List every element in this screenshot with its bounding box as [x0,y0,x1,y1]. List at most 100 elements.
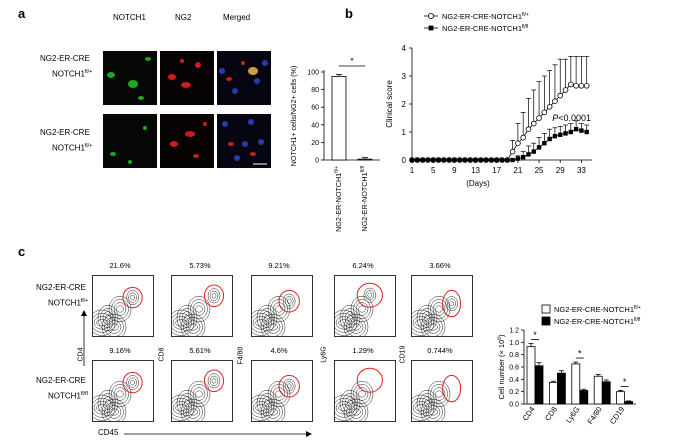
contour [346,317,366,336]
b-ytick-label: 2 [402,100,407,109]
b-legend-label-2: NG2-ER-CRE-NOTCH1fl/fl [442,24,528,33]
contour [412,401,430,415]
gate-circle [356,282,383,308]
flow-plot-cd8-row2 [171,360,233,422]
contour [412,316,430,330]
contour [427,295,451,323]
b-point-s2 [568,129,574,135]
contour [425,405,441,419]
contour-gated [130,379,135,386]
c-bar-cd19-s1 [616,391,625,405]
marker-arrow [81,310,87,366]
a-ytick-label: 60 [311,105,319,112]
c-legend-label-1: NG2-ER-CRE-NOTCH1fl/+ [554,305,641,314]
contour [423,317,443,336]
contour [260,398,286,421]
b-point-s2 [441,157,446,163]
contour [348,320,364,334]
b-point-s1 [509,148,516,155]
contour [172,309,195,336]
contour-gated [282,293,296,309]
pct-cd19-row2: 0.744% [427,346,453,355]
contour [172,401,190,415]
b-point-s2 [425,157,431,163]
panel-c-letter: c [18,244,26,259]
contour [188,323,198,331]
b-point-s1 [515,140,521,147]
contour [268,323,278,331]
contour [113,302,127,316]
b-legend-label-1: NG2-ER-CRE-NOTCH1fl/+ [442,12,529,21]
contour [96,319,108,327]
pct-cd8-row1: 5.73% [189,261,211,270]
contour [175,404,187,412]
contour [265,405,281,419]
contour [109,408,119,416]
contour [275,390,283,398]
contour [338,404,350,412]
b-point-s2 [489,157,494,163]
b-ytick-label: 0 [402,156,407,165]
c-ytick-label: 0.8 [509,352,519,359]
contour [355,387,369,401]
b-point-s2 [468,157,473,163]
contour-gated [211,293,217,299]
b-point-s2 [457,157,462,163]
xlabel-cd45: CD45 [98,428,119,437]
c-legend-swatch-2 [541,316,551,326]
contour [427,380,451,408]
contour [252,316,270,330]
contour [187,295,211,323]
b-pvalue: P<0.0001 [552,113,591,123]
contour-gated [284,296,294,307]
b-ytick-label: 4 [402,44,407,53]
contour [335,316,353,330]
c-bar-ly6g-s1 [571,363,581,405]
micrograph-notch1-row1 [103,51,157,105]
gate-circle [278,289,300,313]
contour [353,299,371,319]
c-ytick-label: 0.2 [509,389,519,396]
contour [351,408,361,416]
b-point-s2 [409,157,415,163]
c-bar-f480-s2 [601,381,611,405]
contour-gated [284,381,294,392]
contour [358,305,366,313]
contour [252,309,275,336]
contour-gated [130,294,135,301]
contour [265,320,281,334]
b-point-s1 [562,87,569,93]
contour [185,320,201,334]
contour-gated [286,298,292,304]
b-point-s2 [478,157,484,163]
contour [412,309,435,336]
pct-ly6g-row2: 1.29% [352,346,374,355]
b-point-s2 [515,156,521,161]
contour [423,402,443,421]
contour [188,408,198,416]
contour [342,308,358,328]
b-point-s2 [542,141,547,146]
flow-plot-ly6g-row2 [334,360,396,422]
a-ytick-label: 80 [311,87,319,94]
contour [175,319,187,327]
contour [195,390,203,398]
pct-f480-row1: 9.21% [268,261,290,270]
c-ytick-label: 1.0 [509,340,519,347]
col-header-merged: Merged [223,13,251,22]
contour [420,313,446,336]
c-bar-cd4-s1 [526,346,536,405]
contour [104,402,124,421]
b-xtick-label: 33 [577,166,586,175]
pct-f480-row2: 4.6% [270,346,288,355]
pct-cd19-row1: 3.66% [429,261,451,270]
pct-cd4-row2: 9.16% [109,346,131,355]
contour [428,323,438,331]
contour [116,305,124,313]
flow-plot-cd8-row1 [171,275,233,337]
c-ylabel: Cell number (× 106) [497,334,506,400]
contour [259,393,275,413]
contour-gated [367,292,373,298]
a-ytick-label: 20 [311,140,319,147]
